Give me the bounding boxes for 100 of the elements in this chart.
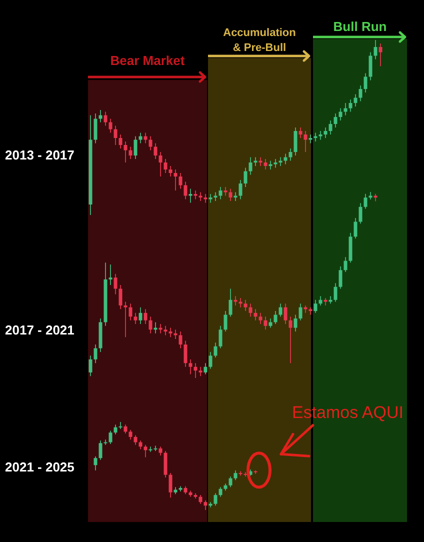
candlestick: [184, 181, 188, 200]
candlestick: [144, 444, 148, 458]
candlestick: [178, 331, 182, 349]
candlestick: [148, 136, 152, 151]
candlestick: [154, 142, 158, 160]
annotation: Estamos AQUI: [292, 403, 404, 422]
candlestick: [334, 113, 338, 128]
candlestick: [94, 344, 98, 364]
candlestick: [164, 325, 168, 336]
candlestick: [214, 492, 218, 506]
text: Bull Run: [333, 19, 387, 34]
candlestick: [238, 180, 242, 200]
candlestick: [118, 284, 122, 310]
candlestick: [358, 202, 362, 224]
candlestick: [338, 108, 342, 121]
candlestick: [168, 166, 172, 177]
candlestick: [364, 193, 368, 210]
candlestick: [98, 440, 102, 460]
candlestick: [338, 266, 342, 290]
candlestick: [354, 218, 358, 239]
candlestick: [274, 310, 278, 325]
candlestick: [94, 113, 98, 144]
candlestick: [138, 306, 142, 325]
candlestick: [284, 153, 288, 165]
candlestick: [314, 299, 318, 314]
candlestick: [108, 430, 112, 444]
candlestick: [208, 351, 212, 370]
candlestick: [258, 312, 262, 325]
candlestick: [118, 134, 122, 149]
candlestick: [194, 362, 198, 378]
candlestick: [368, 52, 372, 81]
text: 2021 - 2025: [5, 460, 74, 474]
candlestick: [268, 318, 272, 328]
candlestick: [188, 358, 192, 375]
candlestick: [244, 167, 248, 188]
candlestick: [204, 362, 208, 375]
text: 2017 - 2021: [5, 322, 74, 338]
candlestick: [128, 429, 132, 440]
candlestick: [328, 120, 332, 135]
candlestick: [238, 298, 242, 308]
candlestick: [148, 316, 152, 334]
candlestick: [264, 316, 268, 330]
candlestick: [234, 470, 238, 481]
candlestick: [288, 316, 292, 364]
candlestick: [278, 303, 282, 318]
candlestick: [354, 94, 358, 107]
candlestick: [214, 342, 218, 358]
candlestick: [358, 85, 362, 102]
candlestick: [348, 99, 352, 112]
candlestick: [164, 158, 168, 174]
candlestick: [218, 186, 222, 200]
candlestick: [184, 340, 188, 368]
candlestick: [248, 156, 252, 176]
candlestick: [168, 327, 172, 338]
candlestick: [174, 169, 178, 191]
annotation: Accumulation & Pre-Bull: [223, 27, 296, 54]
candlestick: [108, 264, 112, 286]
candlestick: [294, 127, 298, 156]
candlestick: [344, 102, 348, 116]
candlestick: [108, 118, 112, 134]
candlestick: [168, 472, 172, 498]
candlestick: [134, 312, 138, 325]
annotation: Bear Market: [110, 53, 186, 68]
candlestick: [288, 148, 292, 162]
candlestick: [264, 158, 268, 170]
candlestick: [228, 288, 232, 318]
candlestick: [228, 188, 232, 202]
candlestick: [134, 136, 138, 160]
candlestick: [224, 310, 228, 332]
candlestick: [244, 299, 248, 312]
candlestick: [324, 127, 328, 138]
candlestick: [374, 40, 378, 60]
candlestick: [124, 301, 128, 338]
candlestick: [228, 476, 232, 488]
candlestick: [378, 43, 382, 67]
candlestick: [98, 110, 102, 123]
candlestick: [204, 500, 208, 510]
candlestick: [284, 303, 288, 325]
candlestick: [188, 188, 192, 204]
candlestick: [198, 366, 202, 377]
candlestick: [218, 486, 222, 498]
candlestick: [144, 132, 148, 144]
candlestick: [298, 303, 302, 321]
candlestick: [364, 72, 368, 93]
candlestick: [124, 141, 128, 163]
candlestick: [134, 434, 138, 446]
candlestick: [138, 132, 142, 144]
candlestick: [144, 308, 148, 325]
candlestick: [114, 125, 118, 146]
candlestick: [128, 303, 132, 321]
candlestick: [128, 146, 132, 160]
text: 2013 - 2017: [5, 148, 74, 162]
candlestick: [254, 308, 258, 321]
candlestick: [318, 296, 322, 306]
candlestick: [178, 172, 182, 190]
candlestick: [304, 130, 308, 152]
candlestick: [88, 355, 92, 377]
candlestick: [344, 256, 348, 272]
candlestick: [334, 282, 338, 302]
candlestick: [298, 127, 302, 138]
